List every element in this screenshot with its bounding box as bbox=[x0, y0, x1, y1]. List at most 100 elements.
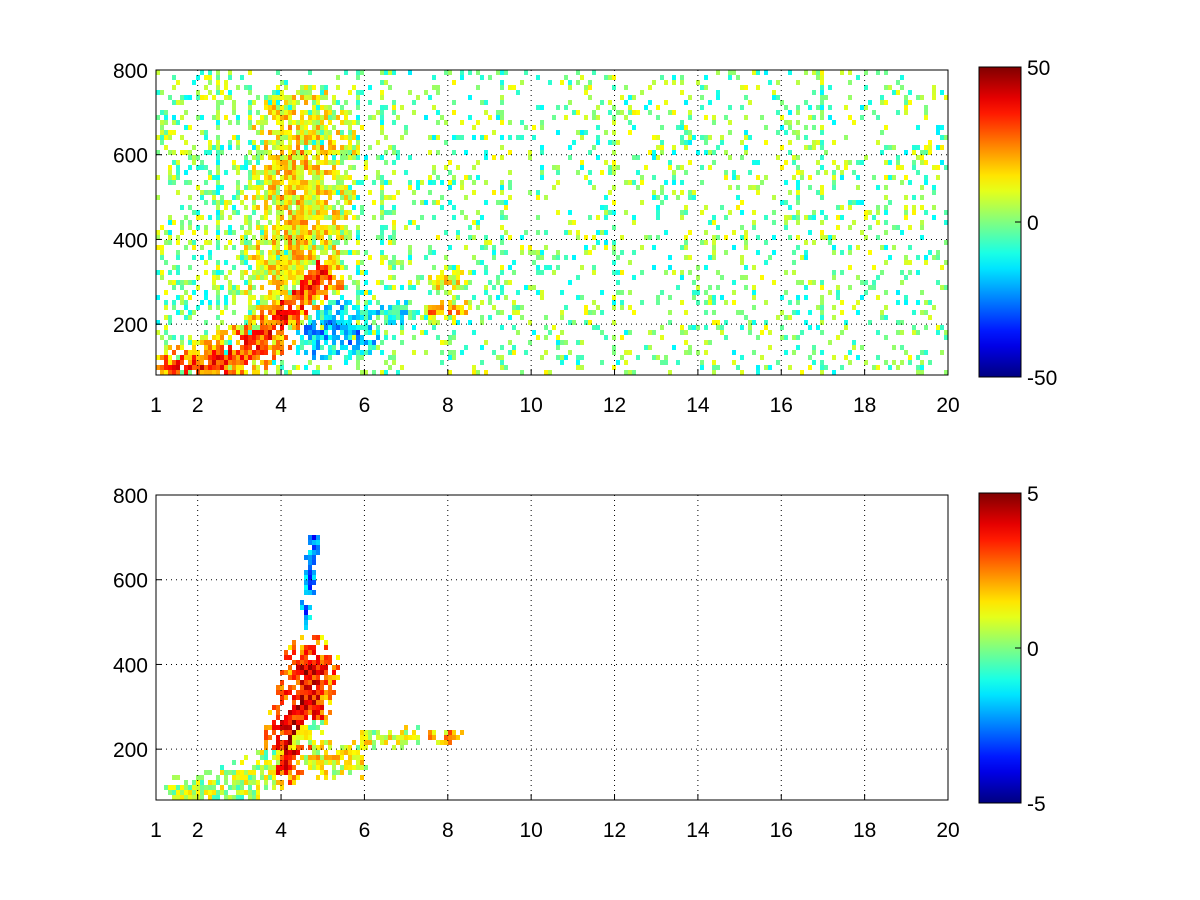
heatmap-cell bbox=[240, 775, 244, 780]
heatmap-cell bbox=[540, 120, 544, 125]
heatmap-cell bbox=[200, 160, 204, 165]
heatmap-cell bbox=[168, 230, 172, 235]
heatmap-cell bbox=[280, 340, 284, 345]
heatmap-cell bbox=[348, 330, 352, 335]
heatmap-cell bbox=[600, 330, 604, 335]
heatmap-cell bbox=[796, 130, 800, 135]
heatmap-cell bbox=[824, 170, 828, 175]
heatmap-cell bbox=[892, 360, 896, 365]
heatmap-cell bbox=[480, 245, 484, 250]
heatmap-cell bbox=[944, 240, 948, 245]
heatmap-cell bbox=[684, 340, 688, 345]
heatmap-cell bbox=[296, 155, 300, 160]
heatmap-cell bbox=[284, 335, 288, 340]
heatmap-cell bbox=[464, 345, 468, 350]
heatmap-cell bbox=[940, 350, 944, 355]
heatmap-cell bbox=[880, 245, 884, 250]
heatmap-cell bbox=[840, 205, 844, 210]
heatmap-cell bbox=[492, 130, 496, 135]
heatmap-cell bbox=[264, 360, 268, 365]
heatmap-cell bbox=[332, 345, 336, 350]
heatmap-cell bbox=[636, 155, 640, 160]
heatmap-cell bbox=[576, 360, 580, 365]
x-tick-label: 10 bbox=[519, 819, 542, 842]
heatmap-cell bbox=[596, 135, 600, 140]
heatmap-cell bbox=[804, 125, 808, 130]
heatmap-cell bbox=[348, 745, 352, 750]
heatmap-cell bbox=[348, 770, 352, 775]
heatmap-cell bbox=[312, 570, 316, 575]
heatmap-cell bbox=[940, 285, 944, 290]
heatmap-cell bbox=[164, 240, 168, 245]
heatmap-cell bbox=[252, 195, 256, 200]
heatmap-cell bbox=[324, 185, 328, 190]
heatmap-cell bbox=[784, 215, 788, 220]
heatmap-cell bbox=[632, 155, 636, 160]
heatmap-cell bbox=[260, 335, 264, 340]
heatmap-cell bbox=[812, 360, 816, 365]
heatmap-cell bbox=[448, 70, 452, 75]
heatmap-cell bbox=[404, 305, 408, 310]
heatmap-cell bbox=[324, 95, 328, 100]
heatmap-cell bbox=[444, 255, 448, 260]
heatmap-cell bbox=[456, 285, 460, 290]
heatmap-cell bbox=[264, 140, 268, 145]
heatmap-cell bbox=[360, 310, 364, 315]
heatmap-cell bbox=[356, 215, 360, 220]
heatmap-cell bbox=[744, 315, 748, 320]
heatmap-cell bbox=[448, 335, 452, 340]
heatmap-cell bbox=[296, 100, 300, 105]
heatmap-cell bbox=[396, 115, 400, 120]
heatmap-cell bbox=[272, 770, 276, 775]
heatmap-cell bbox=[436, 175, 440, 180]
heatmap-cell bbox=[312, 650, 316, 655]
heatmap-cell bbox=[440, 270, 444, 275]
heatmap-cell bbox=[576, 235, 580, 240]
heatmap-cell bbox=[288, 645, 292, 650]
heatmap-cell bbox=[432, 325, 436, 330]
heatmap-cell bbox=[728, 120, 732, 125]
heatmap-cell bbox=[348, 125, 352, 130]
heatmap-cell bbox=[428, 280, 432, 285]
heatmap-cell bbox=[312, 95, 316, 100]
heatmap-cell bbox=[164, 350, 168, 355]
heatmap-cell bbox=[356, 105, 360, 110]
heatmap-cell bbox=[252, 200, 256, 205]
heatmap-cell bbox=[412, 110, 416, 115]
heatmap-cell bbox=[484, 245, 488, 250]
heatmap-cell bbox=[184, 315, 188, 320]
heatmap-cell bbox=[276, 285, 280, 290]
heatmap-cell bbox=[320, 665, 324, 670]
heatmap-cell bbox=[200, 795, 204, 800]
heatmap-cell bbox=[740, 155, 744, 160]
heatmap-cell bbox=[924, 175, 928, 180]
top-heatmap-cells bbox=[156, 70, 948, 375]
heatmap-cell bbox=[344, 150, 348, 155]
x-tick-label: 12 bbox=[603, 819, 626, 842]
heatmap-cell bbox=[220, 790, 224, 795]
heatmap-cell bbox=[376, 280, 380, 285]
heatmap-cell bbox=[836, 285, 840, 290]
heatmap-cell bbox=[472, 370, 476, 375]
heatmap-cell bbox=[284, 85, 288, 90]
heatmap-cell bbox=[540, 165, 544, 170]
heatmap-cell bbox=[576, 130, 580, 135]
heatmap-cell bbox=[272, 270, 276, 275]
heatmap-cell bbox=[276, 195, 280, 200]
heatmap-cell bbox=[612, 225, 616, 230]
heatmap-cell bbox=[216, 105, 220, 110]
heatmap-cell bbox=[344, 310, 348, 315]
heatmap-cell bbox=[312, 255, 316, 260]
heatmap-cell bbox=[696, 290, 700, 295]
heatmap-cell bbox=[500, 215, 504, 220]
heatmap-cell bbox=[500, 310, 504, 315]
heatmap-cell bbox=[308, 285, 312, 290]
heatmap-cell bbox=[428, 95, 432, 100]
heatmap-cell bbox=[168, 360, 172, 365]
heatmap-cell bbox=[252, 335, 256, 340]
heatmap-cell bbox=[684, 235, 688, 240]
heatmap-cell bbox=[304, 100, 308, 105]
heatmap-cell bbox=[376, 325, 380, 330]
x-tick-label: 12 bbox=[603, 394, 626, 417]
heatmap-cell bbox=[400, 310, 404, 315]
